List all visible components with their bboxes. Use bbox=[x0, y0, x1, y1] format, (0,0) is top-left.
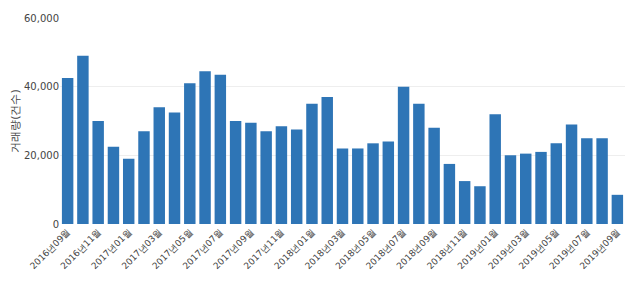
svg-text:2018년11월: 2018년11월 bbox=[425, 227, 469, 271]
svg-text:40,000: 40,000 bbox=[24, 81, 59, 92]
svg-text:60,000: 60,000 bbox=[24, 13, 59, 24]
svg-text:2019년07월: 2019년07월 bbox=[547, 227, 591, 271]
svg-text:0: 0 bbox=[53, 219, 59, 230]
svg-text:2018년01월: 2018년01월 bbox=[272, 227, 316, 271]
svg-text:2018년05월: 2018년05월 bbox=[334, 227, 378, 271]
svg-text:2019년09월: 2019년09월 bbox=[578, 227, 622, 271]
svg-text:거래량(건수): 거래량(건수) bbox=[9, 89, 22, 153]
svg-text:2016년09월: 2016년09월 bbox=[28, 227, 72, 271]
svg-text:2019년01월: 2019년01월 bbox=[456, 227, 500, 271]
svg-text:2019년05월: 2019년05월 bbox=[517, 227, 561, 271]
svg-text:2017년01월: 2017년01월 bbox=[89, 227, 133, 271]
svg-text:2017년09월: 2017년09월 bbox=[211, 227, 255, 271]
svg-text:2019년03월: 2019년03월 bbox=[486, 227, 530, 271]
svg-text:2017년07월: 2017년07월 bbox=[181, 227, 225, 271]
svg-text:2017년03월: 2017년03월 bbox=[120, 227, 164, 271]
svg-text:2018년07월: 2018년07월 bbox=[364, 227, 408, 271]
svg-text:2017년11월: 2017년11월 bbox=[242, 227, 286, 271]
svg-text:2018년09월: 2018년09월 bbox=[395, 227, 439, 271]
svg-text:20,000: 20,000 bbox=[24, 150, 59, 161]
svg-text:2016년11월: 2016년11월 bbox=[59, 227, 103, 271]
svg-text:2018년03월: 2018년03월 bbox=[303, 227, 347, 271]
svg-text:2017년05월: 2017년05월 bbox=[150, 227, 194, 271]
